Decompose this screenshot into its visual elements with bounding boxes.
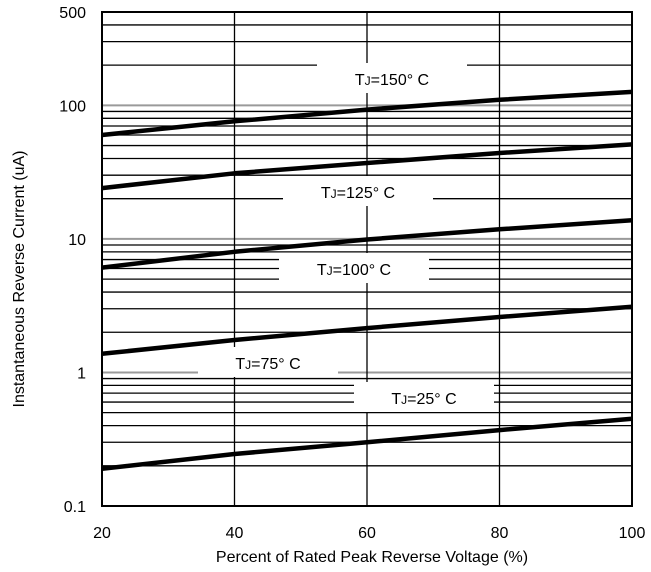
y-tick-label: 100 xyxy=(59,98,86,115)
plot-frame xyxy=(101,11,633,507)
curve-label-background xyxy=(354,382,494,412)
y-tick-label: 10 xyxy=(68,232,86,249)
curve-label-1: TJ=150° C xyxy=(355,72,429,89)
series-line-5 xyxy=(101,416,633,472)
curve-label-background xyxy=(279,253,429,283)
x-tick-label: 80 xyxy=(491,525,509,542)
y-tick-label: 500 xyxy=(59,5,86,22)
curve-label-background xyxy=(283,176,433,206)
x-axis-title: Percent of Rated Peak Reverse Voltage (%… xyxy=(216,549,528,566)
y-tick-label: 0.1 xyxy=(64,499,86,516)
series-line-2 xyxy=(101,142,633,191)
curves xyxy=(101,89,633,472)
curve-label-5: TJ=25° C xyxy=(391,391,456,408)
x-tick-label: 20 xyxy=(93,525,111,542)
curve-labels: TJ=150° C TJ=125° C TJ=100° C TJ=75° C TJ=25… xyxy=(198,63,494,412)
curve-label-background xyxy=(198,347,338,377)
tick-labels: 20 40 60 80 100 0.1 1 10 100 500 xyxy=(59,5,645,542)
series-line-1 xyxy=(101,89,633,138)
y-tick-label: 1 xyxy=(77,365,86,382)
curve-label-3: TJ=100° C xyxy=(317,262,391,279)
y-axis-title: Instantaneous Reverse Current (uA) xyxy=(11,150,28,407)
curve-label-4: TJ=75° C xyxy=(235,356,300,373)
series-line-4 xyxy=(101,304,633,357)
x-tick-label: 60 xyxy=(358,525,376,542)
curve-label-background xyxy=(317,63,467,93)
series-line-3 xyxy=(101,217,633,270)
curve-label-2: TJ=125° C xyxy=(321,185,395,202)
x-tick-label: 100 xyxy=(619,525,646,542)
x-tick-label: 40 xyxy=(226,525,244,542)
